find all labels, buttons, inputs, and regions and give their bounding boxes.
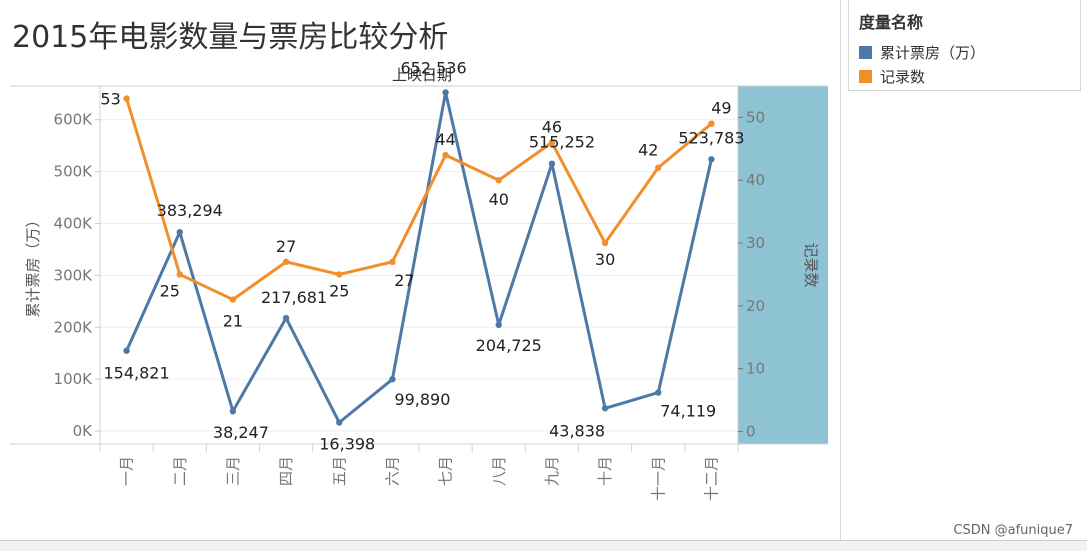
data-label-record-count: 46: [542, 118, 562, 137]
data-point: [708, 120, 715, 127]
data-label-record-count: 25: [329, 281, 349, 300]
x-tick-label: 九月: [543, 456, 561, 486]
right-tick-label: 0: [746, 422, 756, 440]
data-label-record-count: 27: [394, 271, 414, 290]
x-tick-label: 三月: [224, 456, 242, 486]
legend-title: 度量名称: [859, 13, 924, 32]
legend-swatch-record-count: [859, 69, 872, 83]
data-label-box-office: 43,838: [549, 421, 605, 440]
data-label-box-office: 99,890: [394, 390, 450, 409]
data-point: [389, 258, 396, 266]
legend-label-record-count: 记录数: [880, 67, 926, 86]
left-tick-label: 200K: [54, 318, 94, 336]
data-point: [282, 258, 290, 266]
right-axis-highlight: [738, 86, 828, 444]
right-tick-label: 30: [746, 234, 765, 252]
x-tick-label: 十月: [596, 456, 614, 486]
data-point: [442, 89, 449, 96]
chart-area: 0K 100K 200K 300K 400K 500K 600K 0 10 20 30 40 50 累计票…: [10, 58, 828, 501]
x-tick-label: 十二月: [702, 456, 720, 501]
legend-swatch-box-office: [859, 45, 872, 59]
data-label-record-count: 40: [489, 190, 509, 209]
left-tick-label: 100K: [54, 370, 94, 388]
data-point: [495, 321, 502, 329]
x-tick-label: 二月: [171, 456, 189, 486]
data-label-record-count: 25: [160, 281, 180, 300]
data-label-box-office: 154,821: [103, 364, 169, 383]
x-tick-label: 五月: [330, 456, 348, 486]
legend-item-record-count[interactable]: 记录数: [859, 66, 925, 86]
x-tick-label: 八月: [490, 456, 508, 486]
series-line-1: [125, 98, 713, 302]
data-label-record-count: 30: [595, 250, 615, 269]
data-point: [442, 151, 449, 159]
right-tick-label: 40: [746, 171, 765, 189]
x-tick-label: 六月: [383, 456, 401, 486]
left-tick-label: 500K: [54, 163, 94, 181]
right-tick-label: 20: [746, 297, 765, 315]
data-point: [336, 271, 343, 278]
legend-item-box-office[interactable]: 累计票房（万）: [859, 42, 985, 62]
right-axis-title: 记录数: [802, 242, 820, 287]
data-point: [548, 160, 556, 167]
right-tick-label: 10: [746, 360, 765, 378]
data-label-box-office: 38,247: [213, 423, 269, 442]
data-label-box-office: 16,398: [319, 435, 375, 454]
data-label-record-count: 53: [100, 90, 120, 109]
left-tick-label: 400K: [54, 214, 94, 232]
data-label-record-count: 27: [276, 237, 296, 256]
right-tick-label: 50: [746, 108, 765, 126]
data-point: [495, 177, 502, 184]
data-point: [229, 407, 237, 415]
data-point: [601, 405, 609, 412]
x-tick-label: 一月: [118, 456, 136, 486]
column-header: 上映日期: [392, 66, 452, 84]
x-tick-label: 四月: [277, 456, 295, 486]
data-label-record-count: 44: [435, 130, 455, 149]
series-line-0: [125, 90, 713, 425]
data-point: [123, 347, 130, 354]
x-tick-label: 七月: [437, 456, 455, 486]
left-tick-label: 0K: [73, 422, 94, 440]
left-tick-label: 600K: [54, 111, 94, 129]
data-label-box-office: 383,294: [157, 201, 223, 220]
data-point: [336, 419, 343, 426]
data-label-box-office: 217,681: [261, 288, 327, 307]
data-point: [123, 95, 130, 102]
data-label-box-office: 204,725: [476, 336, 542, 355]
data-label-box-office: 652,536: [400, 58, 466, 77]
data-point: [389, 376, 396, 383]
data-label-box-office: 515,252: [529, 133, 595, 152]
x-tick-label: 十一月: [649, 456, 667, 501]
data-point: [601, 239, 609, 247]
watermark: CSDN @afunique7: [953, 523, 1073, 538]
data-point: [229, 296, 237, 303]
left-tick-label: 300K: [54, 266, 94, 284]
legend-label-box-office: 累计票房（万）: [880, 43, 986, 62]
data-point: [282, 314, 290, 322]
data-point: [176, 228, 183, 236]
data-label-record-count: 49: [711, 99, 731, 118]
data-label-record-count: 21: [223, 312, 243, 331]
left-axis-title: 累计票房（万）: [24, 212, 42, 317]
data-point: [708, 156, 715, 163]
data-label-box-office: 74,119: [660, 402, 716, 421]
chart-title: 2015年电影数量与票房比较分析: [12, 20, 449, 55]
data-label-record-count: 42: [638, 141, 658, 160]
data-point: [655, 389, 662, 396]
pane-divider: [840, 0, 841, 540]
bottom-scrollbar[interactable]: [0, 540, 1087, 551]
data-point: [176, 271, 183, 278]
data-point: [655, 164, 662, 171]
legend-panel: 度量名称 累计票房（万） 记录数: [848, 0, 1081, 91]
data-label-box-office: 523,783: [678, 128, 744, 147]
data-point: [548, 139, 556, 146]
